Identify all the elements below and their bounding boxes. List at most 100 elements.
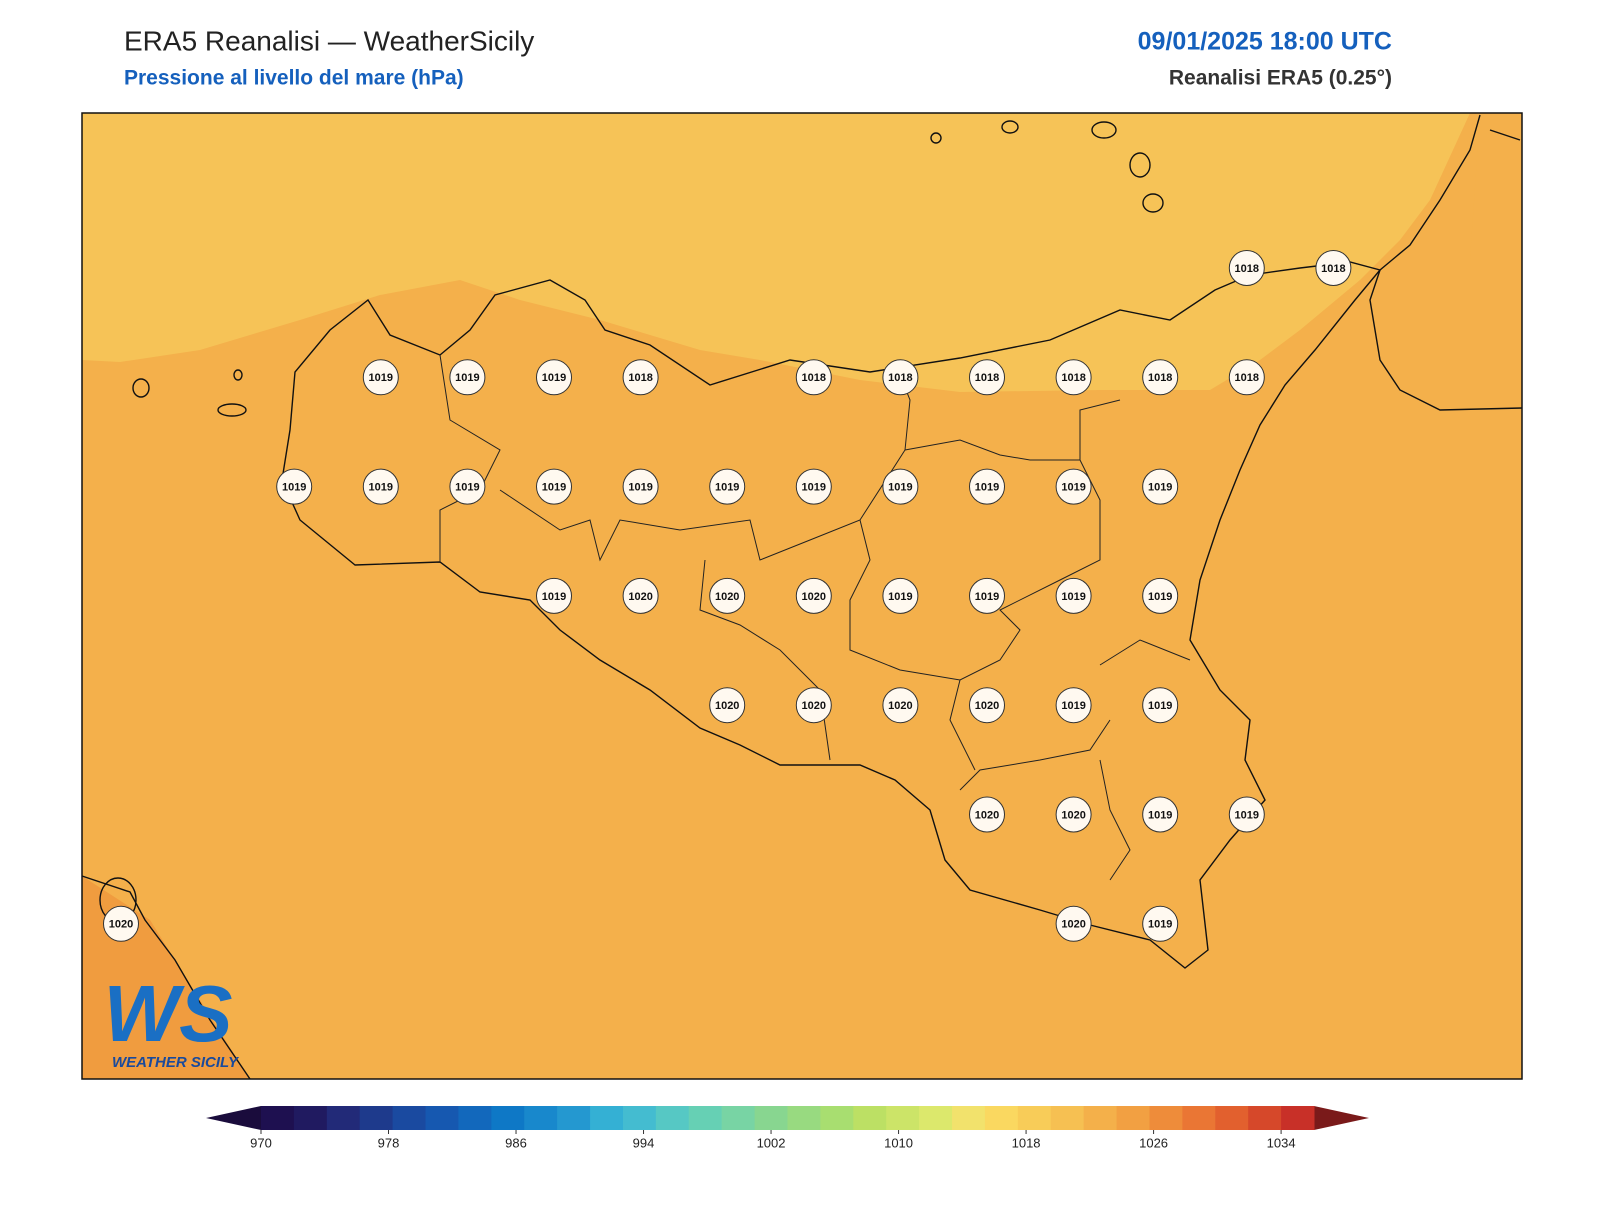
label-marker — [1142, 687, 1179, 724]
sicily-coast — [281, 261, 1382, 969]
island — [233, 369, 243, 381]
label-marker — [449, 468, 486, 505]
source: Reanalisi ERA5 (0.25°) — [1169, 67, 1392, 90]
label-marker — [795, 687, 832, 724]
label-marker — [709, 468, 746, 505]
label-marker — [882, 687, 919, 724]
color-bin — [1182, 1106, 1216, 1130]
field-east — [1470, 113, 1522, 340]
pressure-labels: 1018 1018 1019 1019 1019 1018 1018 1018 1018 1018… — [103, 250, 1352, 942]
pressure-label: 1018 — [802, 372, 826, 384]
map-field — [82, 113, 1522, 1079]
pressure-label: 1019 — [282, 482, 306, 494]
island — [217, 403, 247, 417]
label-marker — [362, 359, 399, 396]
label-marker — [1142, 577, 1179, 614]
color-bin — [853, 1106, 887, 1130]
field-high — [82, 113, 1470, 392]
pressure-label: 1020 — [628, 591, 652, 603]
color-bin — [1215, 1106, 1249, 1130]
pressure-label: 1020 — [975, 700, 999, 712]
pressure-label: 1018 — [888, 372, 912, 384]
color-bin — [1017, 1106, 1052, 1130]
pressure-label: 1018 — [1061, 372, 1085, 384]
pressure-label: 1020 — [888, 700, 912, 712]
subtitle: Pressione al livello del mare (hPa) — [124, 67, 464, 90]
pressure-label: 1018 — [1321, 263, 1345, 275]
color-bin — [458, 1106, 492, 1130]
color-bin — [952, 1106, 986, 1130]
island — [1129, 152, 1151, 178]
pressure-label: 1019 — [369, 482, 393, 494]
map-frame — [81, 112, 1523, 1080]
label-marker — [795, 468, 832, 505]
color-bin — [1116, 1106, 1150, 1130]
colorbar-tick-label: 1018 — [1012, 1135, 1041, 1150]
color-bin — [491, 1106, 525, 1130]
title: ERA5 Reanalisi — WeatherSicily — [124, 25, 534, 56]
label-marker — [1055, 687, 1092, 724]
pressure-label: 1020 — [1061, 809, 1085, 821]
colorbar-tick-label: 1010 — [884, 1135, 913, 1150]
pressure-label: 1019 — [1148, 809, 1172, 821]
label-marker — [882, 468, 919, 505]
color-bin — [984, 1106, 1019, 1130]
pressure-label: 1018 — [1235, 263, 1259, 275]
coastlines — [81, 114, 1523, 1080]
color-bin — [919, 1106, 953, 1130]
logo-text: WEATHER SICILY — [112, 1054, 240, 1071]
pressure-label: 1020 — [715, 591, 739, 603]
label-marker — [1055, 905, 1092, 942]
color-bin — [425, 1106, 459, 1130]
pressure-label: 1019 — [542, 482, 566, 494]
colorbar-tick-label: 1002 — [757, 1135, 786, 1150]
color-bin — [392, 1106, 427, 1130]
color-bin — [721, 1106, 756, 1130]
border — [949, 639, 1191, 881]
logo: WS WEATHER SICILY — [104, 969, 240, 1071]
label-marker — [882, 359, 919, 396]
label-marker — [1142, 468, 1179, 505]
island — [1001, 120, 1019, 134]
pressure-label: 1019 — [802, 482, 826, 494]
color-bin — [886, 1106, 920, 1130]
pressure-label: 1019 — [1148, 700, 1172, 712]
island — [930, 132, 942, 144]
color-bin — [590, 1106, 624, 1130]
color-bin — [524, 1106, 558, 1130]
pressure-label: 1019 — [888, 482, 912, 494]
pressure-label: 1019 — [975, 482, 999, 494]
color-bin — [1149, 1106, 1183, 1130]
label-marker — [1315, 250, 1352, 286]
pressure-label: 1019 — [715, 482, 739, 494]
label-marker — [1228, 250, 1265, 286]
label-marker — [276, 468, 313, 505]
datetime: 09/01/2025 18:00 UTC — [1138, 28, 1392, 56]
pressure-label: 1019 — [888, 591, 912, 603]
label-marker — [1142, 796, 1179, 833]
island — [1142, 193, 1164, 213]
label-marker — [969, 687, 1005, 724]
calabria-coast-top — [1489, 129, 1521, 141]
island — [132, 378, 150, 398]
label-marker — [709, 577, 746, 614]
color-bin — [622, 1106, 657, 1130]
label-marker — [622, 468, 659, 505]
label-marker — [709, 687, 746, 724]
label-marker — [1055, 359, 1092, 396]
color-bin — [261, 1106, 295, 1130]
pressure-label: 1019 — [1061, 591, 1085, 603]
pressure-label: 1019 — [1061, 700, 1085, 712]
pressure-label: 1019 — [1148, 482, 1172, 494]
pressure-label: 1019 — [1148, 919, 1172, 931]
pressure-label: 1019 — [369, 372, 393, 384]
label-marker — [882, 577, 919, 614]
label-marker — [969, 359, 1005, 396]
color-bin — [1248, 1106, 1282, 1130]
pressure-label: 1020 — [715, 700, 739, 712]
pressure-label: 1020 — [109, 919, 133, 931]
label-marker — [1055, 796, 1092, 833]
label-marker — [103, 905, 139, 942]
color-bin — [557, 1106, 591, 1130]
pressure-label: 1018 — [975, 372, 999, 384]
